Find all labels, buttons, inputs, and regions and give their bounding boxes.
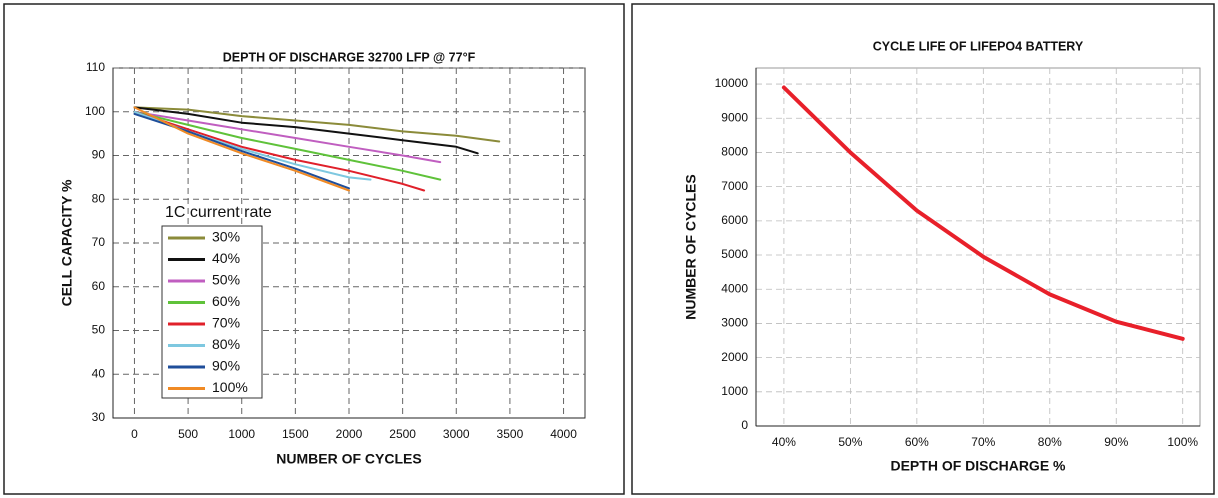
data-line xyxy=(781,85,1185,341)
legend-label: 60% xyxy=(212,293,240,309)
legend-label: 70% xyxy=(212,315,240,331)
x-tick-label: 2500 xyxy=(389,427,416,441)
data-line xyxy=(133,110,442,181)
y-tick-label: 1000 xyxy=(721,384,748,398)
legend-box xyxy=(161,225,263,399)
y-tick-label: 5000 xyxy=(721,247,748,261)
legend-label: 90% xyxy=(212,358,240,374)
y-tick-label: 70 xyxy=(92,235,106,249)
left-panel xyxy=(3,3,625,495)
x-tick-label: 90% xyxy=(1104,435,1128,449)
data-line xyxy=(133,110,442,164)
data-line xyxy=(133,106,479,155)
x-tick-label: 2000 xyxy=(336,427,363,441)
y-tick-label: 80 xyxy=(92,191,106,205)
x-tick-label: 100% xyxy=(1167,435,1198,449)
y-tick-label: 4000 xyxy=(721,281,748,295)
data-line xyxy=(133,106,350,192)
legend-label: 30% xyxy=(212,229,240,245)
legend-label: 40% xyxy=(212,250,240,266)
x-tick-label: 50% xyxy=(838,435,862,449)
chart-title: DEPTH OF DISCHARGE 32700 LFP @ 77°F xyxy=(223,50,476,64)
legend-label: 100% xyxy=(212,379,248,395)
x-tick-label: 3500 xyxy=(497,427,524,441)
data-line xyxy=(133,106,501,143)
right-panel xyxy=(631,3,1215,495)
y-tick-label: 100 xyxy=(85,104,105,118)
y-tick-label: 3000 xyxy=(721,316,748,330)
y-axis-label: CELL CAPACITY % xyxy=(59,179,75,306)
legend-title: 1C current rate xyxy=(165,204,272,221)
x-tick-label: 1000 xyxy=(228,427,255,441)
x-axis-label: NUMBER OF CYCLES xyxy=(276,451,421,467)
x-tick-label: 80% xyxy=(1038,435,1062,449)
y-tick-label: 7000 xyxy=(721,179,748,193)
chart-title: CYCLE LIFE OF LIFEPO4 BATTERY xyxy=(873,39,1084,53)
y-tick-label: 40 xyxy=(92,366,106,380)
y-tick-label: 110 xyxy=(86,60,105,74)
x-tick-label: 60% xyxy=(905,435,929,449)
y-axis-label: NUMBER OF CYCLES xyxy=(683,174,699,319)
y-tick-label: 6000 xyxy=(721,213,748,227)
y-tick-label: 60 xyxy=(92,279,106,293)
x-tick-label: 1500 xyxy=(282,427,309,441)
x-tick-label: 500 xyxy=(178,427,198,441)
x-axis-label: DEPTH OF DISCHARGE % xyxy=(890,458,1066,474)
y-tick-label: 9000 xyxy=(721,110,748,124)
x-tick-label: 3000 xyxy=(443,427,470,441)
y-tick-label: 10000 xyxy=(715,76,749,90)
x-tick-label: 40% xyxy=(772,435,796,449)
y-tick-label: 30 xyxy=(92,410,106,424)
y-tick-label: 8000 xyxy=(721,145,748,159)
y-tick-label: 90 xyxy=(92,148,106,162)
data-line xyxy=(133,110,426,192)
y-tick-label: 0 xyxy=(741,418,748,432)
legend-label: 80% xyxy=(212,336,240,352)
x-tick-label: 0 xyxy=(131,427,138,441)
y-tick-label: 2000 xyxy=(721,350,748,364)
y-tick-label: 50 xyxy=(92,323,106,337)
x-tick-label: 70% xyxy=(971,435,995,449)
x-tick-label: 4000 xyxy=(550,427,577,441)
legend-label: 50% xyxy=(212,272,240,288)
